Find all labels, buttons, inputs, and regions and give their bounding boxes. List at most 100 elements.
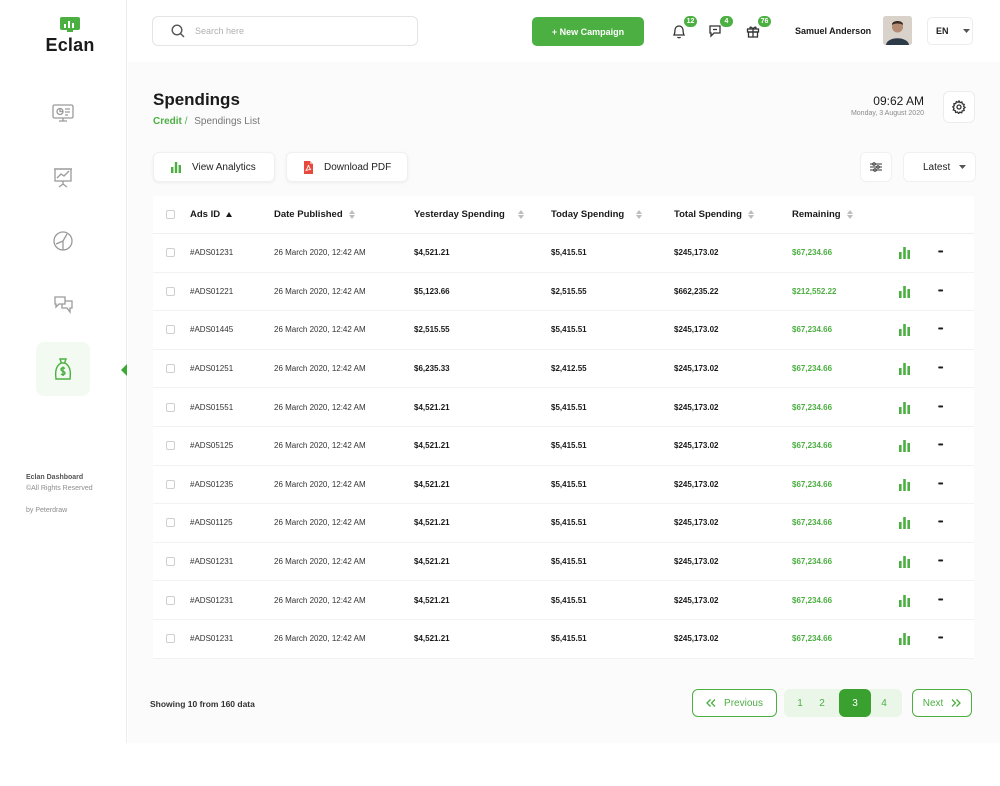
row-checkbox[interactable]	[166, 479, 175, 489]
cell-today-spending: $2,515.55	[551, 286, 587, 296]
sort-label: Latest	[923, 161, 951, 173]
select-all-checkbox[interactable]	[166, 210, 175, 219]
view-analytics-button[interactable]: View Analytics	[153, 152, 275, 182]
row-checkbox[interactable]	[166, 557, 175, 567]
column-date-published[interactable]: Date Published	[274, 196, 355, 233]
row-more-options-button[interactable]: •••	[938, 635, 943, 643]
table-body: #ADS01231 26 March 2020, 12:42 AM $4,521.2…	[153, 234, 974, 659]
row-more-options-button[interactable]: •••	[938, 326, 943, 334]
page-4-button[interactable]: 4	[881, 697, 887, 709]
column-yesterday-spending[interactable]: Yesterday Spending	[414, 196, 524, 233]
column-total-spending[interactable]: Total Spending	[674, 196, 754, 233]
row-checkbox[interactable]	[166, 325, 175, 335]
row-analytics-button[interactable]	[898, 427, 911, 465]
breadcrumb-credit[interactable]: Credit	[153, 116, 182, 127]
bar-chart-icon	[899, 478, 910, 491]
next-button[interactable]: Next	[912, 689, 972, 717]
row-checkbox[interactable]	[166, 286, 175, 296]
column-yesterday-spending-label: Yesterday Spending	[414, 209, 505, 220]
column-today-spending[interactable]: Today Spending	[551, 196, 643, 233]
pdf-file-icon	[304, 160, 313, 174]
cell-date-published: 26 March 2020, 12:42 AM	[274, 286, 366, 296]
table-row[interactable]: #ADS01221 26 March 2020, 12:42 AM $5,123.6…	[153, 273, 974, 312]
table-row[interactable]: #ADS01445 26 March 2020, 12:42 AM $2,515.5…	[153, 311, 974, 350]
table-row[interactable]: #ADS01231 26 March 2020, 12:42 AM $4,521.2…	[153, 620, 974, 659]
row-more-options-button[interactable]: •••	[938, 403, 943, 411]
cell-today-spending: $5,415.51	[551, 479, 587, 489]
cell-ads-id: #ADS01251	[190, 364, 234, 374]
row-checkbox[interactable]	[166, 518, 175, 528]
table-row[interactable]: #ADS01231 26 March 2020, 12:42 AM $4,521.2…	[153, 543, 974, 582]
row-more-options-button[interactable]: •••	[938, 249, 943, 257]
page-3-button[interactable]: 3	[839, 689, 871, 717]
chat-icon	[709, 25, 721, 38]
row-analytics-button[interactable]	[898, 543, 911, 581]
app-logo[interactable]: Eclan	[40, 16, 100, 56]
table-row[interactable]: #ADS01231 26 March 2020, 12:42 AM $4,521.2…	[153, 581, 974, 620]
breadcrumb: Credit / Spendings List	[153, 116, 260, 127]
chevrons-right-icon	[951, 699, 962, 707]
row-analytics-button[interactable]	[898, 311, 911, 349]
row-analytics-button[interactable]	[898, 504, 911, 542]
cell-today-spending: $5,415.51	[551, 557, 587, 567]
row-checkbox[interactable]	[166, 402, 175, 412]
sort-icon	[747, 210, 754, 219]
sort-icon	[517, 210, 524, 219]
row-checkbox[interactable]	[166, 364, 175, 374]
row-more-options-button[interactable]: •••	[938, 480, 943, 488]
row-analytics-button[interactable]	[898, 273, 911, 311]
language-select[interactable]: EN	[927, 17, 973, 45]
sidebar-item-dashboard[interactable]	[36, 86, 90, 140]
messages-button[interactable]: 4	[706, 16, 733, 40]
row-more-options-button[interactable]: •••	[938, 519, 943, 527]
sidebar-item-analytics[interactable]	[36, 150, 90, 204]
table-row[interactable]: #ADS01125 26 March 2020, 12:42 AM $4,521.2…	[153, 504, 974, 543]
row-analytics-button[interactable]	[898, 620, 911, 658]
column-remaining[interactable]: Remaining	[792, 196, 853, 233]
row-more-options-button[interactable]: •••	[938, 287, 943, 295]
row-more-options-button[interactable]: •••	[938, 596, 943, 604]
download-pdf-button[interactable]: Download PDF	[286, 152, 408, 182]
cell-remaining: $67,234.66	[792, 634, 833, 644]
row-more-options-button[interactable]: •••	[938, 365, 943, 373]
sidebar-item-spendings[interactable]	[36, 342, 90, 396]
row-checkbox[interactable]	[166, 441, 175, 451]
row-analytics-button[interactable]	[898, 466, 911, 504]
table-row[interactable]: #ADS01235 26 March 2020, 12:42 AM $4,521.2…	[153, 466, 974, 505]
active-nav-indicator	[121, 364, 127, 376]
table-row[interactable]: #ADS01551 26 March 2020, 12:42 AM $4,521.2…	[153, 388, 974, 427]
page-1-button[interactable]: 1	[797, 697, 803, 709]
search-input[interactable]	[195, 26, 395, 36]
new-campaign-button[interactable]: + New Campaign	[532, 17, 644, 46]
bar-chart-icon	[899, 401, 910, 414]
table-row[interactable]: #ADS05125 26 March 2020, 12:42 AM $4,521.2…	[153, 427, 974, 466]
cell-date-published: 26 March 2020, 12:42 AM	[274, 248, 366, 258]
row-checkbox[interactable]	[166, 595, 175, 605]
user-name[interactable]: Samuel Anderson	[795, 26, 872, 36]
avatar[interactable]	[883, 16, 912, 45]
row-analytics-button[interactable]	[898, 350, 911, 388]
notifications-button[interactable]: 12	[670, 16, 697, 40]
cell-yesterday-spending: $2,515.55	[414, 325, 450, 335]
row-more-options-button[interactable]: •••	[938, 442, 943, 450]
row-checkbox[interactable]	[166, 634, 175, 644]
page-2-button[interactable]: 2	[819, 697, 825, 709]
search-box[interactable]	[152, 16, 418, 46]
sidebar-item-messages[interactable]	[36, 278, 90, 332]
sort-dropdown[interactable]: Latest	[903, 152, 976, 182]
sidebar-item-reports[interactable]	[36, 214, 90, 268]
row-analytics-button[interactable]	[898, 388, 911, 426]
filter-button[interactable]	[860, 152, 892, 182]
gifts-button[interactable]: 76	[744, 16, 771, 40]
row-checkbox[interactable]	[166, 248, 175, 258]
table-row[interactable]: #ADS01251 26 March 2020, 12:42 AM $6,235.3…	[153, 350, 974, 389]
bell-icon	[672, 24, 686, 38]
row-analytics-button[interactable]	[898, 234, 911, 272]
settings-button[interactable]	[943, 91, 975, 123]
column-ads-id[interactable]: Ads ID	[190, 196, 233, 233]
page-numbers: 1 2 3 4	[784, 689, 902, 717]
row-more-options-button[interactable]: •••	[938, 558, 943, 566]
previous-button[interactable]: Previous	[692, 689, 777, 717]
table-row[interactable]: #ADS01231 26 March 2020, 12:42 AM $4,521.2…	[153, 234, 974, 273]
row-analytics-button[interactable]	[898, 581, 911, 619]
